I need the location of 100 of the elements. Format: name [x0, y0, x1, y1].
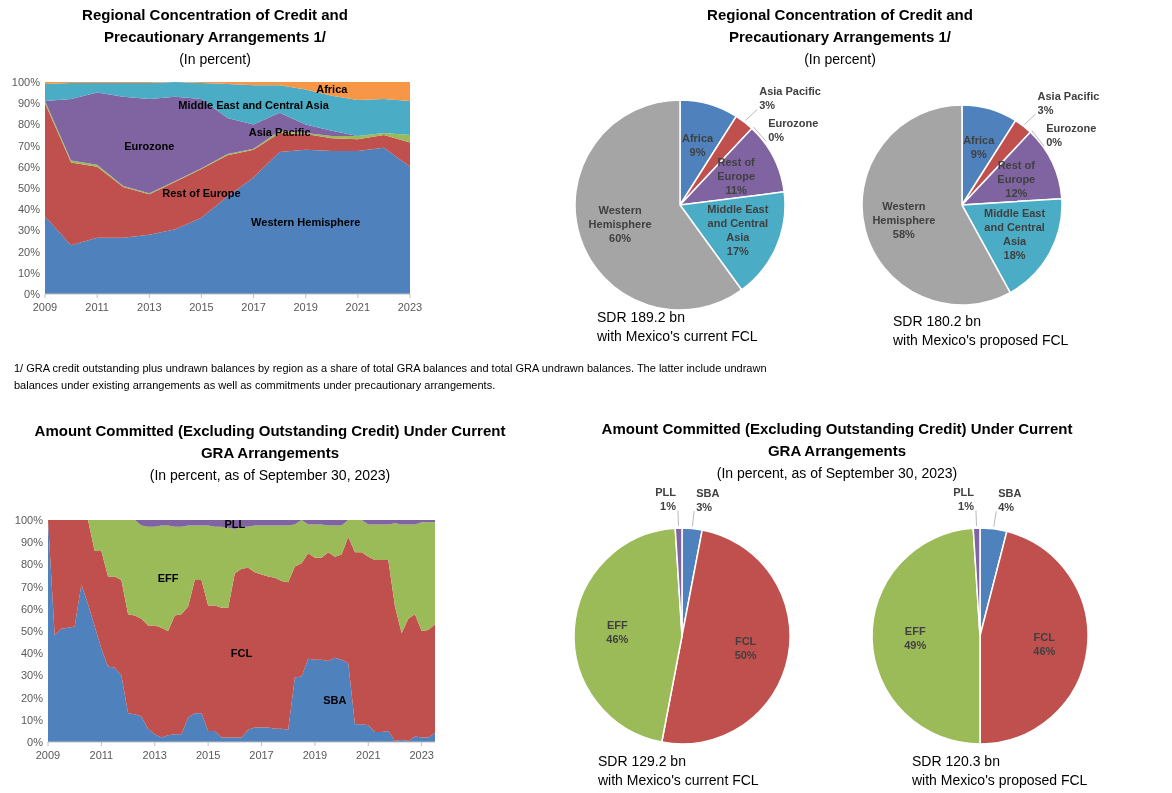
- series-label: EFF: [157, 572, 179, 585]
- x-tick-label: 2023: [409, 749, 434, 761]
- data-label: 1%: [958, 500, 975, 513]
- x-tick-label: 2017: [241, 301, 266, 313]
- slice-label: FCL: [734, 635, 757, 648]
- slice-label: SBA: [998, 487, 1022, 500]
- x-tick-label: 2013: [137, 301, 162, 313]
- data-label: 9%: [970, 148, 987, 161]
- series-label: FCL: [230, 647, 253, 660]
- text: (In percent, as of September 30, 2023): [716, 465, 958, 481]
- data-label: 11%: [725, 184, 748, 197]
- data-label: 3%: [696, 500, 713, 513]
- y-tick-label: 100%: [11, 76, 41, 88]
- text: with Mexico's proposed FCL: [911, 772, 1088, 788]
- y-tick-label: 20%: [17, 245, 41, 258]
- y-tick-label: 50%: [20, 625, 44, 637]
- series-label: Middle East and Central Asia: [178, 98, 330, 111]
- y-tick-label: 30%: [20, 669, 44, 682]
- slice-label: Western Hemisphere: [872, 199, 936, 226]
- y-tick-label: 60%: [17, 160, 41, 173]
- slice-label: Africa: [963, 134, 996, 147]
- y-tick-label: 80%: [20, 558, 44, 571]
- slice-label: Rest of Europe: [717, 156, 756, 183]
- x-tick-label: 2011: [85, 301, 109, 313]
- text: with Mexico's current FCL: [597, 772, 759, 788]
- text: SDR 180.2 bn: [893, 313, 981, 329]
- y-tick-label: 40%: [17, 203, 41, 216]
- slice-label: EFF: [904, 625, 926, 638]
- data-label: 17%: [726, 245, 750, 258]
- series-label: Asia Pacific: [248, 125, 311, 138]
- slice-label: Middle East and Central Asia: [707, 203, 769, 244]
- text: with Mexico's current FCL: [596, 328, 758, 344]
- y-tick-label: 80%: [17, 118, 41, 131]
- data-label: 46%: [606, 632, 629, 645]
- series-label: Western Hemisphere: [251, 215, 361, 228]
- series-label: SBA: [323, 693, 347, 706]
- x-tick-label: 2009: [35, 749, 61, 761]
- slice-label: EFF: [606, 618, 628, 631]
- slice-label: Asia Pacific: [1037, 90, 1100, 103]
- chart-title: Amount Committed (Excluding Outstanding Credit) Under Current GRA Arrangements: [34, 422, 506, 461]
- series-label: Eurozone: [124, 140, 175, 153]
- x-tick-label: 2011: [89, 749, 114, 761]
- text: SDR 120.3 bn: [912, 753, 1000, 769]
- text: Amount Committed (Excluding Outstanding Credit) Under Current GRA Arrangements: [601, 420, 1073, 459]
- series-label: Africa: [316, 82, 349, 95]
- data-label: 12%: [1005, 187, 1028, 200]
- y-tick-label: 100%: [14, 514, 44, 526]
- slice-label: SBA: [696, 486, 720, 499]
- y-tick-label: 90%: [20, 536, 44, 549]
- chart-title: Regional Concentration of Credit and Precautionary Arrangements 1/: [707, 6, 973, 45]
- text: 0%: [768, 131, 785, 144]
- slice-label: FCL: [1033, 631, 1056, 644]
- x-tick-label: 2009: [32, 301, 58, 313]
- x-tick-label: 2013: [142, 749, 167, 761]
- data-label: 60%: [609, 232, 632, 245]
- y-tick-label: 70%: [20, 580, 44, 593]
- data-label: 58%: [892, 227, 916, 240]
- data-label: 49%: [904, 639, 927, 652]
- data-label: 3%: [759, 99, 776, 112]
- text: 1/ GRA credit outstanding plus undrawn balances by region as a share of total GRA balances and total GRA undrawn balances. The latter include undrawn balances under existing arrangements as well as commitments under precautionary arrangements.: [14, 362, 767, 391]
- y-tick-label: 30%: [17, 224, 41, 237]
- data-label: 9%: [689, 145, 706, 158]
- x-tick-label: 2017: [249, 749, 274, 761]
- chart-subtitle: (In percent, as of September 30, 2023): [149, 467, 391, 483]
- y-tick-label: 70%: [17, 139, 41, 152]
- chart-subtitle: (In percent): [804, 51, 876, 67]
- text: SDR 189.2 bn: [597, 309, 685, 325]
- text: with Mexico's proposed FCL: [892, 332, 1069, 348]
- x-tick-label: 2015: [195, 749, 221, 761]
- y-tick-label: 10%: [17, 266, 41, 279]
- y-tick-label: 0%: [24, 288, 41, 300]
- series-label: PLL: [224, 518, 246, 531]
- data-label: 46%: [1033, 645, 1056, 658]
- slice-label: PLL: [953, 486, 975, 499]
- slice-label: Asia Pacific: [759, 85, 821, 98]
- y-tick-label: 20%: [20, 691, 44, 704]
- x-tick-label: 2021: [345, 301, 371, 313]
- y-tick-label: 60%: [20, 602, 44, 615]
- x-tick-label: 2019: [293, 301, 318, 313]
- slice-label: Middle East and Central Asia: [984, 206, 1046, 247]
- y-tick-label: 10%: [20, 713, 44, 726]
- y-tick-label: 40%: [20, 647, 44, 660]
- data-label: 3%: [1037, 104, 1054, 117]
- y-tick-label: 90%: [17, 97, 41, 110]
- text: SDR 129.2 bn: [598, 753, 686, 769]
- y-tick-label: 0%: [27, 736, 44, 748]
- x-tick-label: 2021: [356, 749, 381, 761]
- data-label: 50%: [734, 649, 757, 662]
- slice-label: Rest of Europe: [997, 159, 1036, 186]
- slice-label: Western Hemisphere: [588, 204, 652, 231]
- x-tick-label: 2019: [302, 749, 328, 761]
- x-tick-label: 2015: [189, 301, 214, 313]
- category-label: Eurozone: [768, 117, 819, 130]
- x-tick-label: 2023: [397, 301, 423, 313]
- y-tick-label: 50%: [17, 182, 41, 194]
- slice-label: Africa: [681, 131, 715, 144]
- chart-title: Regional Concentration of Credit and Precautionary Arrangements 1/: [82, 6, 348, 45]
- data-label: 1%: [660, 500, 677, 513]
- data-label: 4%: [998, 501, 1015, 514]
- slice-label: PLL: [655, 486, 677, 499]
